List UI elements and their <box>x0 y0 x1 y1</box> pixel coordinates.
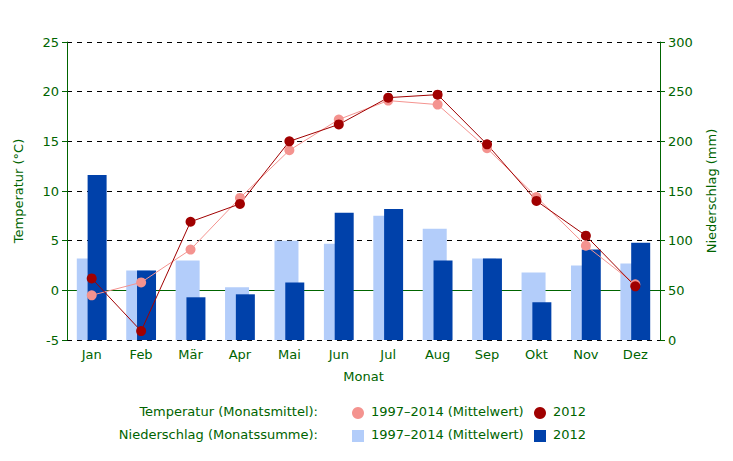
svg-text:Jun: Jun <box>328 347 349 362</box>
svg-text:300: 300 <box>668 35 693 50</box>
svg-text:2012: 2012 <box>553 427 586 442</box>
svg-text:Temperatur (Monatsmittel):: Temperatur (Monatsmittel): <box>138 404 318 419</box>
svg-text:Aug: Aug <box>425 347 450 362</box>
svg-text:Mai: Mai <box>278 347 301 362</box>
svg-text:150: 150 <box>668 184 693 199</box>
svg-text:-5: -5 <box>46 333 59 348</box>
svg-text:2012: 2012 <box>553 404 586 419</box>
svg-text:Temperatur (°C): Temperatur (°C) <box>11 139 26 245</box>
svg-text:20: 20 <box>42 84 59 99</box>
svg-text:Apr: Apr <box>229 347 252 362</box>
svg-text:Monat: Monat <box>343 369 383 384</box>
svg-text:Nov: Nov <box>573 347 599 362</box>
svg-text:10: 10 <box>42 184 59 199</box>
svg-text:Jan: Jan <box>81 347 102 362</box>
svg-text:200: 200 <box>668 134 693 149</box>
svg-text:0: 0 <box>668 333 676 348</box>
svg-text:250: 250 <box>668 84 693 99</box>
svg-text:5: 5 <box>51 233 59 248</box>
svg-text:Feb: Feb <box>130 347 153 362</box>
svg-text:Jul: Jul <box>379 347 396 362</box>
svg-text:Niederschlag (mm): Niederschlag (mm) <box>704 129 719 254</box>
svg-text:50: 50 <box>668 283 685 298</box>
svg-text:15: 15 <box>42 134 59 149</box>
svg-text:Mär: Mär <box>178 347 203 362</box>
svg-text:0: 0 <box>51 283 59 298</box>
svg-text:Dez: Dez <box>623 347 648 362</box>
svg-text:Sep: Sep <box>475 347 500 362</box>
svg-text:Niederschlag (Monatssumme):: Niederschlag (Monatssumme): <box>119 427 318 442</box>
svg-text:1997–2014 (Mittelwert): 1997–2014 (Mittelwert) <box>371 404 524 419</box>
svg-text:100: 100 <box>668 233 693 248</box>
svg-text:25: 25 <box>42 35 59 50</box>
svg-text:1997–2014 (Mittelwert): 1997–2014 (Mittelwert) <box>371 427 524 442</box>
svg-text:Okt: Okt <box>525 347 548 362</box>
